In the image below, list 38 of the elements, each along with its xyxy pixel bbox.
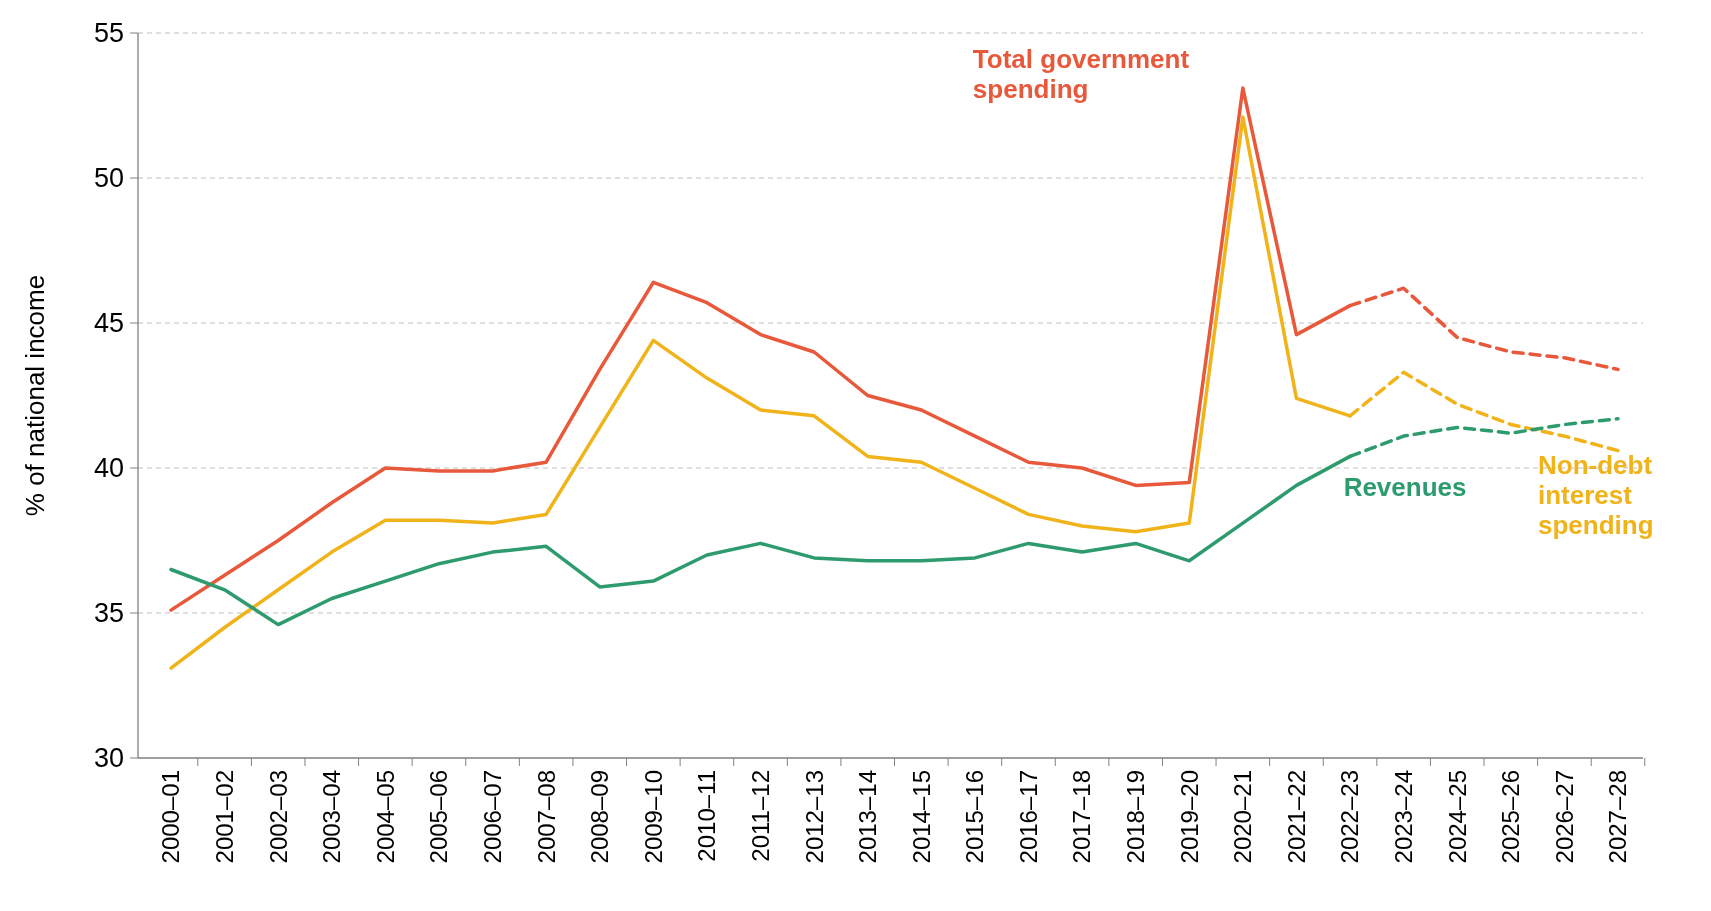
x-tick-label: 2018–19: [1122, 770, 1150, 864]
x-tick-label: 2015–16: [961, 770, 989, 864]
x-tick-label: 2001–02: [210, 770, 238, 864]
y-tick-label: 45: [93, 308, 124, 339]
y-axis-title: % of national income: [20, 274, 50, 517]
y-tick-label: 50: [93, 163, 124, 194]
x-tick-label: 2017–18: [1068, 770, 1096, 864]
x-tick-label: 2025–26: [1497, 770, 1525, 864]
x-tick-label: 2012–13: [800, 770, 828, 864]
x-tick-label: 2020–21: [1229, 770, 1257, 864]
x-tick-label: 2004–05: [371, 770, 399, 864]
x-tick-label: 2003–04: [318, 770, 346, 864]
y-tick-label: 55: [93, 18, 124, 49]
x-tick-label: 2014–15: [907, 770, 935, 864]
x-tick-label: 2002–03: [264, 770, 292, 864]
x-tick-label: 2007–08: [532, 770, 560, 864]
series-label: Total government spending: [972, 44, 1190, 105]
x-tick-label: 2021–22: [1282, 770, 1310, 864]
x-tick-label: 2026–27: [1550, 770, 1578, 864]
x-tick-label: 2009–10: [639, 770, 667, 864]
x-tick-label: 2006–07: [478, 770, 506, 864]
x-tick-label: 2008–09: [586, 770, 614, 864]
x-tick-label: 2027–28: [1604, 770, 1632, 864]
x-tick-label: 2023–24: [1390, 770, 1418, 864]
x-tick-label: 2010–11: [693, 770, 721, 862]
x-tick-label: 2024–25: [1443, 770, 1471, 864]
x-tick-label: 2019–20: [1175, 770, 1203, 864]
x-tick-label: 2005–06: [425, 770, 453, 864]
x-tick-label: 2011–12: [746, 770, 774, 862]
y-tick-label: 40: [93, 453, 124, 484]
x-tick-label: 2016–17: [1014, 770, 1042, 864]
series-label: Revenues: [1343, 472, 1467, 503]
x-tick-label: 2000–01: [157, 770, 185, 864]
x-tick-label: 2013–14: [854, 770, 882, 864]
x-tick-label: 2022–23: [1336, 770, 1364, 864]
y-tick-label: 35: [93, 598, 124, 629]
text: Non-debt interest spending: [1538, 449, 1654, 540]
y-tick-label: 30: [93, 743, 124, 774]
